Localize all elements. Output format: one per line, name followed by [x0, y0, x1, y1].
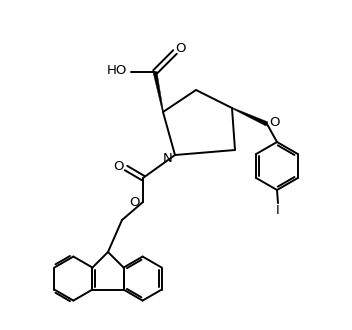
Text: I: I: [276, 205, 280, 217]
Text: N: N: [163, 152, 173, 166]
Polygon shape: [232, 108, 268, 126]
Text: O: O: [175, 42, 185, 54]
Polygon shape: [153, 72, 163, 112]
Text: O: O: [269, 115, 279, 128]
Text: O: O: [130, 196, 140, 210]
Text: O: O: [113, 160, 123, 174]
Text: HO: HO: [107, 64, 127, 78]
